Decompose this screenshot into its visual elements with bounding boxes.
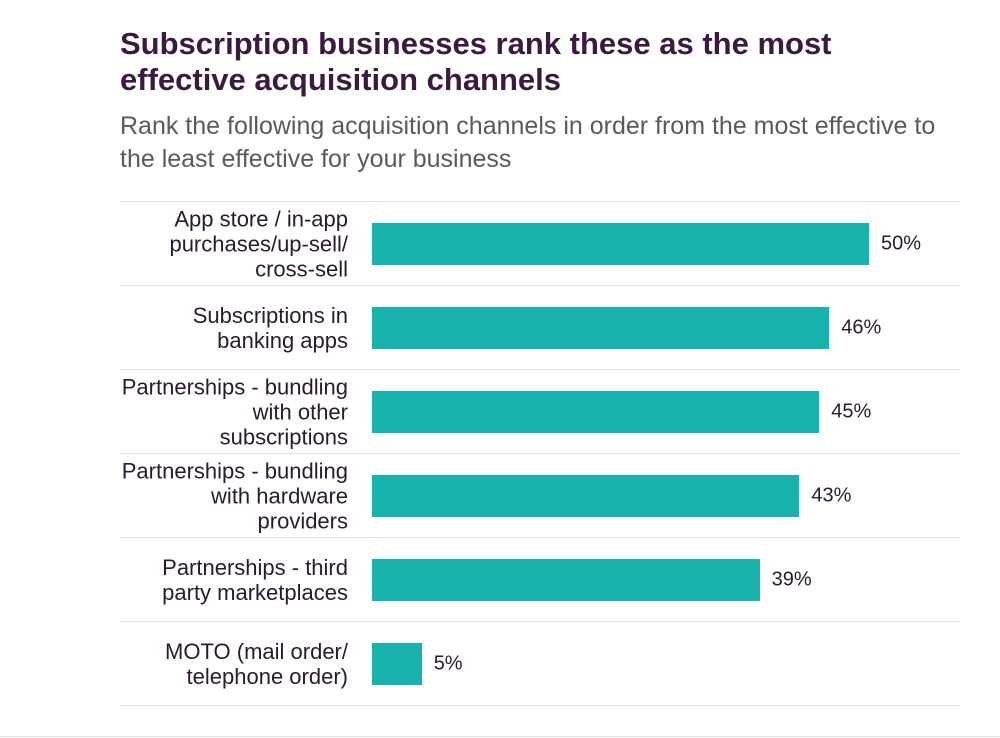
category-label: MOTO (mail order/ telephone order) [165, 638, 348, 689]
category-label: Partnerships - bundling with other subsc… [121, 374, 348, 449]
category-label: Partnerships - third party marketplaces [162, 554, 348, 605]
category-label: Partnerships - bundling with hardware pr… [121, 458, 348, 533]
value-label: 43% [811, 484, 852, 507]
bar-row: Partnerships - third party marketplaces 3… [120, 538, 960, 622]
chart-title: Subscription businesses rank these as th… [120, 26, 832, 97]
value-label: 5% [433, 652, 463, 675]
bar [372, 391, 820, 433]
bar [372, 475, 800, 517]
bar-row: Partnerships - bundling with other subsc… [120, 370, 960, 454]
bar [372, 223, 869, 265]
bar-row: Partnerships - bundling with hardware pr… [120, 454, 960, 538]
value-label: 50% [881, 232, 922, 255]
category-label: App store / in-app purchases/up-sell/ cr… [169, 206, 348, 281]
value-label: 45% [831, 400, 872, 423]
bar [372, 307, 830, 349]
category-label: Subscriptions in banking apps [192, 302, 348, 353]
bar-row: MOTO (mail order/ telephone order) 5% [120, 622, 960, 706]
value-label: 46% [841, 316, 882, 339]
bar-row: App store / in-app purchases/up-sell/ cr… [120, 202, 960, 286]
bar-row: Subscriptions in banking apps 46% [120, 286, 960, 370]
divider [0, 736, 1000, 737]
chart-subtitle: Rank the following acquisition channels … [120, 112, 936, 173]
bar [372, 559, 760, 601]
bar [372, 643, 422, 685]
value-label: 39% [771, 568, 812, 591]
bar-rows: App store / in-app purchases/up-sell/ cr… [120, 201, 960, 706]
